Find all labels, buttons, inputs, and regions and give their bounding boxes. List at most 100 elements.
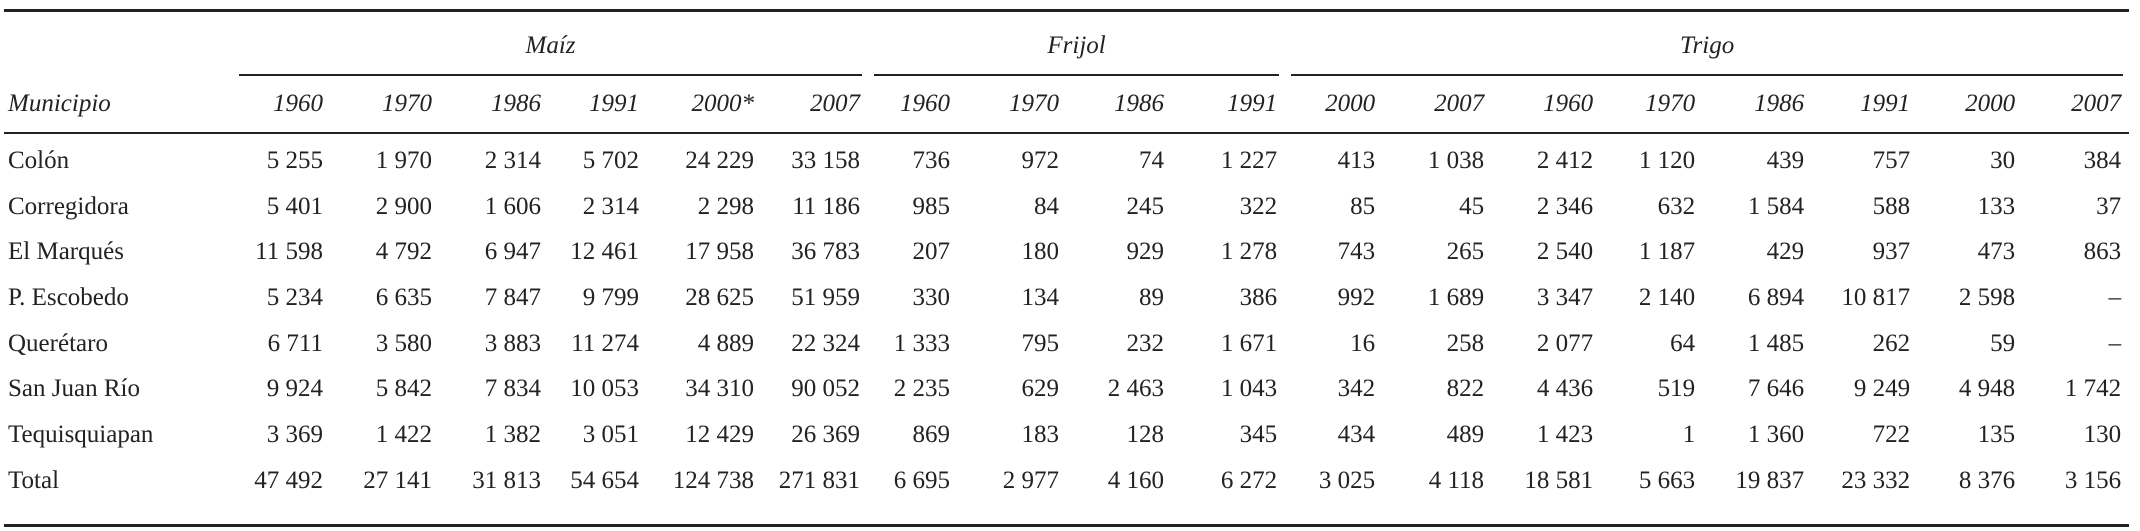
cell: 1 xyxy=(1682,420,1696,448)
column-header: 1970 xyxy=(1601,76,1704,134)
cell: 1 970 xyxy=(375,146,432,174)
cell: 386 xyxy=(1239,283,1278,311)
cell: 271 831 xyxy=(778,466,861,494)
group-label: Trigo xyxy=(1291,32,2124,76)
cell: 1 038 xyxy=(1427,146,1485,174)
cell: 2 235 xyxy=(893,375,951,403)
cell: 33 158 xyxy=(791,146,861,174)
cell: 45 xyxy=(1459,192,1485,220)
column-header: Municipio xyxy=(4,76,233,134)
cell: 3 883 xyxy=(484,329,541,357)
cell: 992 xyxy=(1337,283,1376,311)
cell: 2 298 xyxy=(697,192,754,220)
cell: 28 625 xyxy=(685,283,754,311)
cell: – xyxy=(2108,283,2122,311)
column-header: 1991 xyxy=(1812,76,1919,134)
cell: 1 278 xyxy=(1220,238,1278,266)
cell: 429 xyxy=(1766,238,1805,266)
cell: 34 310 xyxy=(685,375,754,403)
cell: 1 606 xyxy=(484,192,541,220)
cell: 3 369 xyxy=(266,420,323,448)
cell: 822 xyxy=(1446,375,1485,403)
cell: 8 376 xyxy=(1958,466,2016,494)
cell: 937 xyxy=(1872,238,1911,266)
cell: 489 xyxy=(1446,420,1485,448)
cell: 1 043 xyxy=(1220,375,1278,403)
column-header: 1960 xyxy=(1492,76,1602,134)
cell: 4 118 xyxy=(1428,466,1485,494)
cell: 1 120 xyxy=(1638,146,1696,174)
column-header: 1970 xyxy=(958,76,1068,134)
cell: 22 324 xyxy=(791,329,861,357)
cell: 18 581 xyxy=(1524,466,1594,494)
cell: 413 xyxy=(1337,146,1376,174)
cell: 4 889 xyxy=(697,329,754,357)
cell: 519 xyxy=(1657,375,1696,403)
cell: 629 xyxy=(1021,375,1060,403)
row-label: Tequisquiapan xyxy=(8,420,154,448)
row-label: Colón xyxy=(8,146,70,174)
cell: 180 xyxy=(1021,238,1060,266)
cell: 64 xyxy=(1670,329,1696,357)
cell: – xyxy=(2108,329,2122,357)
cell: 84 xyxy=(1034,192,1060,220)
cell: 5 842 xyxy=(375,375,432,403)
table-row: San Juan Río 9 924 5 842 7 834 10 053 34 310 9… xyxy=(4,366,2129,412)
cell: 7 646 xyxy=(1747,375,1805,403)
cell: 3 580 xyxy=(375,329,432,357)
cell: 245 xyxy=(1126,192,1165,220)
cell: 6 272 xyxy=(1220,466,1278,494)
cell: 47 492 xyxy=(254,466,323,494)
cell: 2 314 xyxy=(582,192,639,220)
cell: 1 227 xyxy=(1220,146,1278,174)
cell: 130 xyxy=(2083,420,2122,448)
cell: 985 xyxy=(912,192,951,220)
cell: 632 xyxy=(1657,192,1696,220)
cell: 5 234 xyxy=(266,283,323,311)
cell: 2 140 xyxy=(1638,283,1696,311)
table-row: Querétaro 6 711 3 580 3 883 11 274 4 889 22 32… xyxy=(4,321,2129,367)
cell: 16 xyxy=(1350,329,1376,357)
cell: 135 xyxy=(1977,420,2016,448)
column-header: 1960 xyxy=(233,76,331,134)
row-label: San Juan Río xyxy=(8,375,140,403)
cell: 722 xyxy=(1872,420,1911,448)
cell: 31 813 xyxy=(472,466,541,494)
cell: 2 463 xyxy=(1107,375,1165,403)
cell: 6 947 xyxy=(484,238,541,266)
cell: 972 xyxy=(1021,146,1060,174)
cell: 473 xyxy=(1977,238,2016,266)
column-header: 1991 xyxy=(1172,76,1286,134)
cell: 9 249 xyxy=(1853,375,1911,403)
column-header: 1986 xyxy=(440,76,549,134)
cell: 85 xyxy=(1350,192,1376,220)
cell: 3 347 xyxy=(1536,283,1594,311)
cell: 929 xyxy=(1126,238,1165,266)
row-label: P. Escobedo xyxy=(8,283,129,311)
group-label: Maíz xyxy=(239,32,863,76)
cell: 26 369 xyxy=(791,420,861,448)
cell: 11 598 xyxy=(255,238,323,266)
cell: 2 598 xyxy=(1958,283,2016,311)
cell: 7 834 xyxy=(484,375,541,403)
cell: 5 401 xyxy=(266,192,323,220)
cell: 439 xyxy=(1766,146,1805,174)
table-row: P. Escobedo 5 234 6 635 7 847 9 799 28 625 51 … xyxy=(4,275,2129,321)
cell: 19 837 xyxy=(1735,466,1805,494)
cell: 134 xyxy=(1021,283,1060,311)
cell: 89 xyxy=(1139,283,1165,311)
cell: 3 051 xyxy=(582,420,639,448)
cell: 2 346 xyxy=(1536,192,1594,220)
cell: 1 333 xyxy=(893,329,951,357)
cell: 258 xyxy=(1446,329,1485,357)
column-header: 1986 xyxy=(1067,76,1173,134)
cell: 2 077 xyxy=(1536,329,1594,357)
cell: 11 186 xyxy=(792,192,861,220)
cell: 1 485 xyxy=(1747,329,1805,357)
column-header: 2000 xyxy=(1918,76,2024,134)
cell: 36 783 xyxy=(791,238,861,266)
cell: 6 894 xyxy=(1747,283,1805,311)
cell: 90 052 xyxy=(791,375,861,403)
column-header: 2000* xyxy=(647,76,762,134)
group-header: Maíz xyxy=(233,11,868,76)
